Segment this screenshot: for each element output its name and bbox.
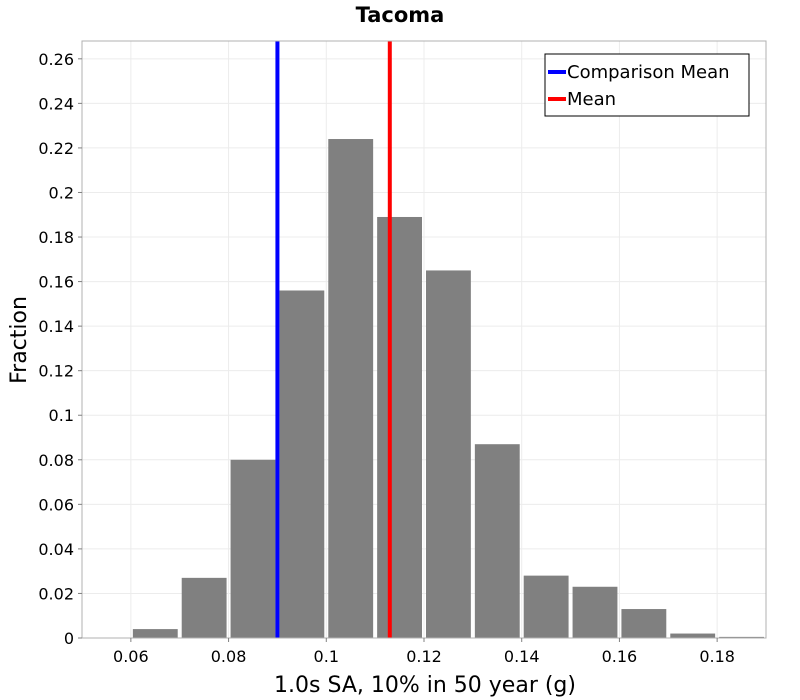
y-tick-label: 0.16 — [38, 273, 74, 292]
y-tick-label: 0.04 — [38, 540, 74, 559]
histogram-bar — [719, 636, 764, 638]
histogram-bar — [670, 633, 716, 638]
x-tick-label: 0.18 — [699, 647, 735, 666]
y-tick-label: 0.22 — [38, 139, 74, 158]
x-tick-label: 0.12 — [406, 647, 442, 666]
legend-label-comparison-mean: Comparison Mean — [567, 62, 730, 83]
x-tick-label: 0.1 — [314, 647, 339, 666]
y-axis-title: Fraction — [7, 296, 32, 384]
histogram-bar — [474, 444, 520, 638]
histogram-bar — [230, 459, 276, 638]
histogram-bar — [621, 609, 667, 638]
x-axis-ticks: 0.06 0.08 0.1 0.12 0.14 0.16 0.18 — [113, 638, 735, 666]
x-tick-label: 0.14 — [504, 647, 540, 666]
y-tick-label: 0.2 — [49, 183, 74, 202]
mean-lines — [275, 41, 392, 638]
histogram-bar — [132, 629, 178, 638]
y-tick-label: 0.08 — [38, 451, 74, 470]
y-tick-label: 0.1 — [49, 406, 74, 425]
legend-label-mean: Mean — [567, 89, 616, 110]
histogram-bar — [523, 575, 569, 638]
histogram-bar — [572, 586, 618, 638]
legend-box — [544, 53, 750, 117]
legend: Comparison Mean Mean — [544, 53, 750, 117]
y-axis-ticks: 0 0.02 0.04 0.06 0.08 0.1 0.12 0.14 0.16 0.18 0.2 0… — [38, 50, 82, 648]
gridlines — [82, 41, 766, 639]
x-tick-label: 0.08 — [211, 647, 247, 666]
y-tick-label: 0.06 — [38, 495, 74, 514]
histogram-bar — [328, 139, 374, 638]
y-tick-label: 0.26 — [38, 50, 74, 69]
histogram-bar — [181, 577, 227, 638]
y-tick-label: 0.02 — [38, 584, 74, 603]
chart-title: Tacoma — [356, 3, 445, 27]
x-axis-title: 1.0s SA, 10% in 50 year (g) — [274, 673, 576, 698]
y-tick-label: 0.24 — [38, 94, 74, 113]
y-tick-label: 0.18 — [38, 228, 74, 247]
histogram-bar — [279, 290, 325, 638]
y-tick-label: 0.14 — [38, 317, 74, 336]
histogram-bar — [426, 270, 471, 638]
y-tick-label: 0 — [64, 629, 74, 648]
histogram-bar — [377, 216, 422, 639]
x-tick-label: 0.16 — [602, 647, 638, 666]
histogram-bars — [132, 139, 764, 639]
y-tick-label: 0.12 — [38, 362, 74, 381]
x-tick-label: 0.06 — [113, 647, 149, 666]
